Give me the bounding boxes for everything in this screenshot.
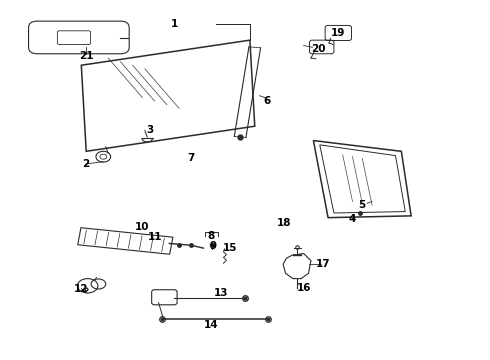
Text: 17: 17 [316, 259, 330, 269]
Text: 12: 12 [74, 284, 89, 294]
Text: 16: 16 [296, 283, 311, 293]
Text: 18: 18 [277, 218, 292, 228]
Text: 9: 9 [210, 241, 217, 251]
Text: 10: 10 [135, 222, 149, 231]
Text: 3: 3 [146, 125, 153, 135]
Text: 6: 6 [263, 96, 270, 106]
Text: 4: 4 [349, 215, 356, 224]
Text: 1: 1 [171, 19, 178, 29]
Text: 2: 2 [83, 159, 90, 169]
Text: 20: 20 [311, 44, 325, 54]
Text: 19: 19 [331, 28, 345, 38]
Text: 7: 7 [188, 153, 195, 163]
Text: 5: 5 [359, 200, 366, 210]
Text: 14: 14 [203, 320, 218, 330]
Text: 13: 13 [213, 288, 228, 298]
Text: 8: 8 [207, 231, 215, 240]
Text: 15: 15 [223, 243, 238, 253]
Text: 11: 11 [147, 232, 162, 242]
Text: 21: 21 [79, 51, 94, 61]
